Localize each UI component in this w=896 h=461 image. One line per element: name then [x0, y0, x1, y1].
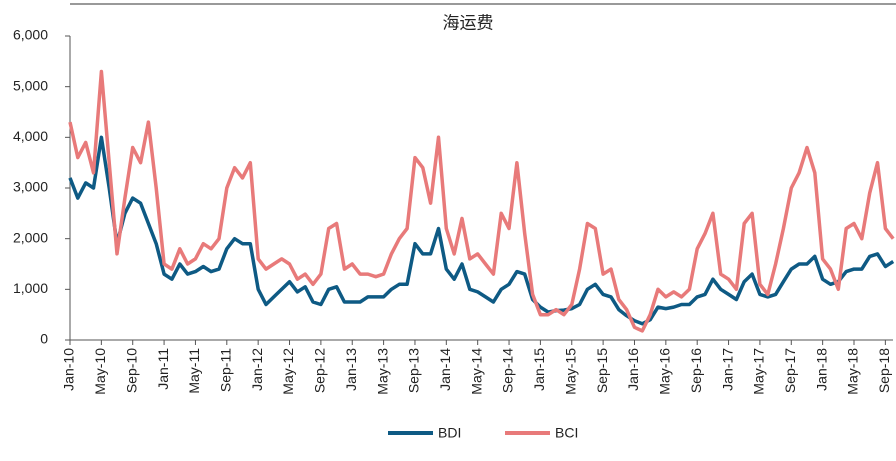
x-tick-label: Sep-18: [876, 348, 892, 393]
x-tick-label: May-14: [468, 348, 484, 395]
x-tick-label: Jan-13: [343, 348, 359, 391]
series-line: [68, 69, 895, 333]
legend-label: BDI: [438, 425, 461, 441]
legend-label: BCI: [555, 425, 578, 441]
y-tick-label: 4,000: [13, 128, 48, 144]
y-tick-label: 5,000: [13, 77, 48, 93]
x-tick-label: May-10: [92, 348, 108, 395]
x-tick-label: Sep-10: [123, 348, 139, 393]
x-tick-label: May-17: [751, 348, 767, 395]
x-tick-label: Jan-11: [155, 348, 171, 390]
x-tick-label: Jan-15: [531, 348, 547, 391]
x-tick-label: Sep-14: [500, 348, 516, 393]
x-tick-label: Sep-13: [406, 348, 422, 393]
x-tick-label: Sep-12: [312, 348, 328, 393]
chart-title: 海运费: [443, 13, 494, 32]
x-tick-label: Jan-18: [813, 348, 829, 391]
x-tick-label: May-12: [280, 348, 296, 395]
y-tick-label: 6,000: [13, 27, 48, 43]
x-tick-label: May-18: [845, 348, 861, 395]
x-tick-label: Jan-12: [249, 348, 265, 391]
x-tick-label: Sep-15: [594, 348, 610, 393]
x-tick-label: Sep-11: [218, 348, 234, 392]
x-tick-label: May-16: [657, 348, 673, 395]
x-tick-label: May-11: [186, 348, 202, 394]
y-tick-label: 1,000: [13, 280, 48, 296]
y-tick-label: 2,000: [13, 229, 48, 245]
x-tick-label: May-13: [374, 348, 390, 395]
x-tick-label: Jan-10: [61, 348, 77, 391]
x-tick-label: Jan-16: [625, 348, 641, 391]
x-tick-label: Jan-14: [437, 348, 453, 391]
x-tick-label: Jan-17: [719, 348, 735, 391]
x-tick-label: Sep-17: [782, 348, 798, 393]
y-tick-label: 3,000: [13, 179, 48, 195]
x-tick-label: Sep-16: [688, 348, 704, 393]
y-tick-label: 0: [40, 331, 48, 347]
series-line: [68, 135, 895, 326]
x-tick-label: May-15: [562, 348, 578, 395]
